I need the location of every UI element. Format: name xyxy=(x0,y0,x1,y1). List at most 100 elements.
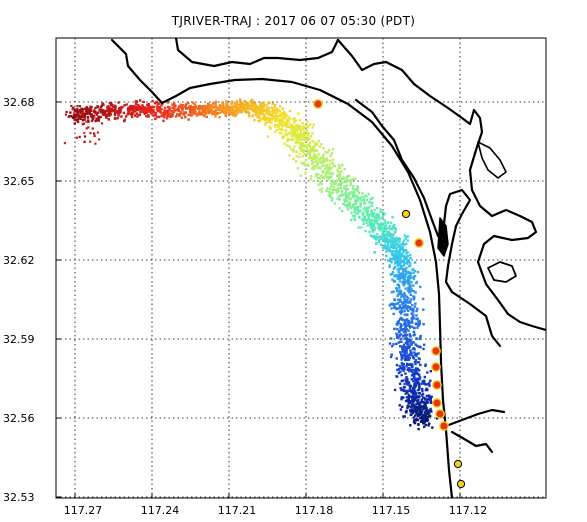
particle xyxy=(397,371,401,375)
particle xyxy=(370,224,373,227)
particle xyxy=(301,127,305,131)
particle xyxy=(191,109,194,112)
particle xyxy=(146,103,149,106)
particle xyxy=(411,411,414,415)
particle xyxy=(409,276,412,279)
particle xyxy=(327,190,330,194)
particle xyxy=(348,201,351,204)
particle xyxy=(300,146,303,149)
particle xyxy=(214,104,218,108)
particle xyxy=(399,345,402,348)
particle xyxy=(420,398,424,401)
particle xyxy=(313,167,316,170)
particle xyxy=(384,239,387,242)
particle xyxy=(408,368,412,371)
particle xyxy=(389,273,392,276)
particle xyxy=(366,207,369,210)
particle xyxy=(126,113,129,116)
particle xyxy=(138,113,141,116)
particle xyxy=(401,271,405,274)
coastline-south-channel xyxy=(444,408,506,428)
particle xyxy=(361,219,365,222)
particle xyxy=(408,333,411,336)
particle xyxy=(302,149,306,152)
particle xyxy=(409,300,412,303)
particle xyxy=(407,288,411,292)
particle xyxy=(279,119,282,122)
particle xyxy=(406,305,410,309)
particle xyxy=(419,405,422,408)
particle xyxy=(331,197,334,200)
particle xyxy=(154,113,157,116)
particle xyxy=(314,156,318,159)
particle xyxy=(378,223,382,226)
particle xyxy=(412,317,416,320)
particle xyxy=(420,394,424,397)
particle xyxy=(369,234,373,237)
particle xyxy=(411,370,414,373)
particle xyxy=(413,386,416,390)
particle xyxy=(189,110,192,113)
particle xyxy=(401,405,404,408)
particle xyxy=(407,381,411,385)
particle xyxy=(396,301,400,305)
particle xyxy=(292,148,295,151)
particle xyxy=(329,191,332,194)
particle xyxy=(410,319,414,322)
particle xyxy=(398,240,401,243)
particle xyxy=(139,110,142,114)
particle xyxy=(96,106,100,109)
particle xyxy=(129,108,133,111)
particle xyxy=(309,135,313,138)
particle xyxy=(314,143,317,146)
particle xyxy=(377,224,380,228)
particle xyxy=(274,116,277,119)
particle xyxy=(120,115,123,118)
particle xyxy=(425,399,429,402)
particle xyxy=(282,123,285,126)
particle xyxy=(412,297,416,301)
particle xyxy=(381,215,384,218)
particle xyxy=(404,237,407,240)
particle xyxy=(400,265,403,268)
particle xyxy=(293,117,296,120)
particle xyxy=(326,159,329,163)
particle xyxy=(98,108,102,111)
particle xyxy=(368,230,371,233)
particle xyxy=(389,259,392,262)
particle xyxy=(229,112,232,116)
particle xyxy=(407,260,410,263)
particle xyxy=(412,277,416,281)
particle xyxy=(350,211,353,215)
particle xyxy=(404,341,408,345)
axis-ticks: 117.27 117.24 117.21 117.18 117.15 117.1232.6… xyxy=(3,96,487,517)
particle xyxy=(422,347,425,351)
particle xyxy=(289,131,293,134)
particle xyxy=(337,187,340,190)
particle xyxy=(399,387,402,390)
particle xyxy=(349,183,352,186)
particle xyxy=(110,107,114,110)
particle xyxy=(304,158,308,162)
particle xyxy=(424,412,427,415)
particle xyxy=(362,217,365,220)
particle xyxy=(352,203,355,207)
particle xyxy=(245,102,248,106)
particle xyxy=(382,230,385,234)
particle xyxy=(405,242,408,245)
particle xyxy=(99,105,103,109)
particle xyxy=(81,119,85,122)
particle xyxy=(409,293,413,296)
particle xyxy=(309,149,313,152)
particle xyxy=(398,255,401,258)
particle xyxy=(413,398,416,402)
particle xyxy=(393,303,396,306)
particle xyxy=(166,111,170,114)
particle xyxy=(374,220,377,224)
particle xyxy=(361,195,364,199)
particle xyxy=(401,348,404,352)
particle xyxy=(272,114,275,117)
particle xyxy=(414,408,418,411)
particle xyxy=(227,109,231,112)
particle xyxy=(256,105,259,109)
